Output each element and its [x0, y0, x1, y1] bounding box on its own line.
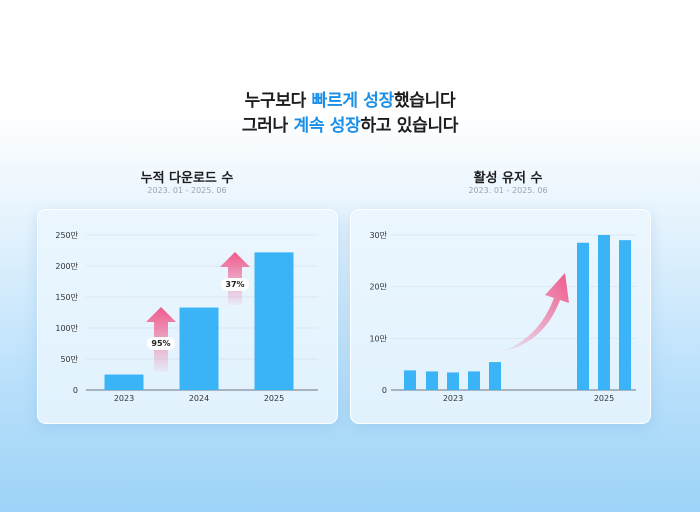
active-users-chart-title: 활성 유저 수 [473, 171, 543, 186]
downloads-chart-card: 0 50만 100만 150만 200만 250만 2023 2024 2025 95% 37% [37, 209, 338, 424]
bar-2025 [577, 242, 589, 390]
bar-2023 [489, 362, 501, 390]
y-tick-label: 0 [73, 386, 78, 395]
growth-label: 95% [151, 339, 170, 348]
bar-2024 [179, 307, 219, 390]
x-tick-label: 2024 [189, 394, 209, 403]
headline-2-highlight: 계속 성장 [293, 116, 361, 136]
y-tick-label: 250만 [55, 231, 78, 240]
y-tick-label: 200만 [55, 262, 78, 271]
bar-2023 [404, 370, 416, 390]
headline-1-highlight: 빠르게 성장 [311, 91, 395, 111]
y-tick-label: 30만 [369, 231, 387, 240]
y-tick-label: 100만 [55, 324, 78, 333]
x-tick-label: 2025 [264, 394, 284, 403]
downloads-chart-period: 2023. 01 - 2025. 06 [147, 186, 227, 195]
bar-2023 [426, 371, 438, 390]
x-tick-label: 2025 [594, 394, 614, 403]
headline-line-2: 그러나 계속 성장하고 있습니다 [0, 111, 700, 136]
y-tick-label: 50만 [60, 355, 78, 364]
bar-2025 [598, 235, 610, 390]
bar-2025 [619, 240, 631, 390]
downloads-chart-title: 누적 다운로드 수 [140, 171, 234, 186]
active-users-chart-card: 0 10만 20만 30만 2023 2025 [350, 209, 651, 424]
bar-2025 [254, 252, 294, 390]
growth-label: 37% [225, 280, 244, 289]
bar-2023 [447, 372, 459, 390]
y-tick-label: 150만 [55, 293, 78, 302]
y-tick-label: 10만 [369, 334, 387, 343]
active-users-chart: 0 10만 20만 30만 2023 2025 [369, 231, 636, 403]
bar-2023 [104, 374, 144, 390]
headline-line-1: 누구보다 빠르게 성장했습니다 [0, 86, 700, 111]
y-tick-label: 20만 [369, 283, 387, 292]
x-tick-label: 2023 [114, 394, 134, 403]
headline-1-after: 했습니다 [393, 91, 456, 111]
growth-arrow-icon [501, 273, 569, 352]
headline-2-after: 하고 있습니다 [360, 116, 459, 136]
headline-2-before: 그러나 [241, 116, 294, 136]
downloads-chart: 0 50만 100만 150만 200만 250만 2023 2024 2025 95% 37% [55, 231, 318, 403]
x-tick-label: 2023 [443, 394, 463, 403]
active-users-chart-period: 2023. 01 - 2025. 06 [468, 186, 548, 195]
y-tick-label: 0 [382, 386, 387, 395]
headline-1-before: 누구보다 [244, 91, 312, 111]
growth-label-pill [147, 337, 175, 350]
growth-label-pill [221, 278, 249, 291]
bar-2023 [468, 371, 480, 390]
